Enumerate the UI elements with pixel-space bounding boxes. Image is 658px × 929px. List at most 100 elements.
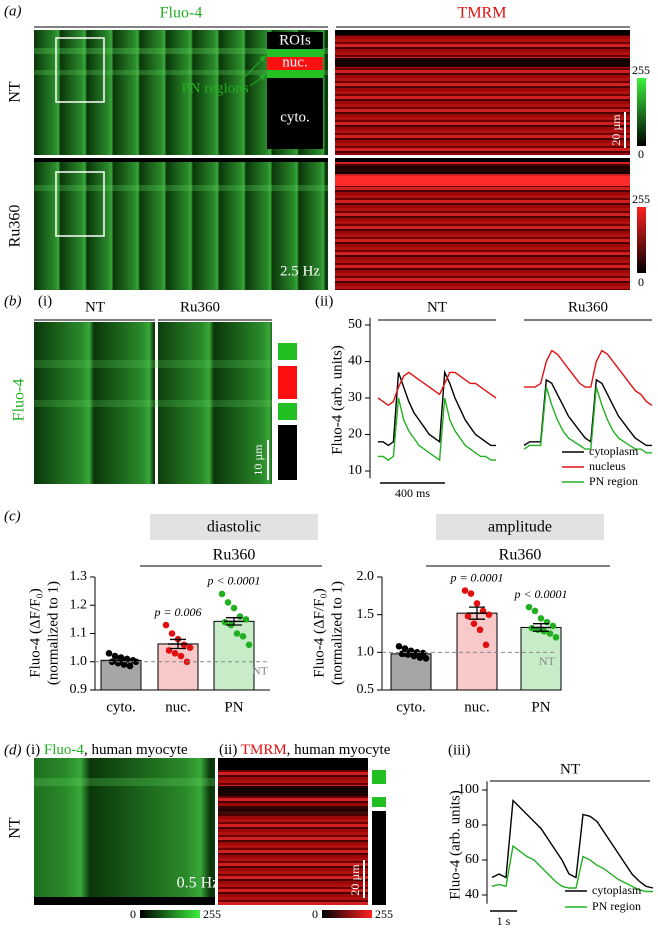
data-point [218,590,226,598]
x-tick-label: cyto. [396,699,426,715]
colorbar-max: 255 [375,907,393,921]
frequency: 2.5 Hz [280,263,320,279]
image-band [218,806,368,814]
data-point [552,633,560,641]
image-band [218,758,368,770]
sub-title: (i) Fluo-4, human myocyte [26,742,188,758]
y-axis-label: Fluo-4 (arb. units) [329,345,345,455]
y-tick-label: 80 [465,817,479,832]
roi-pn [278,343,297,360]
data-point [126,662,134,670]
colorbar [140,910,200,918]
separator [335,158,630,162]
data-point [168,630,176,637]
data-point [461,587,469,594]
data-point [549,622,557,630]
colorbar-min: 0 [638,275,644,289]
sub-label: (ii) [315,293,333,309]
data-point [395,643,403,650]
image-band [335,166,630,174]
data-point [528,624,536,632]
legend-label: PN region [592,899,641,913]
data-point [401,645,409,652]
image-band [34,778,215,786]
dye-label: TMRM [241,742,287,758]
chart-header: diastolic [207,519,261,536]
group-label: Ru360 [568,299,608,315]
data-point [543,618,551,626]
sub-label: (iii) [448,742,471,758]
x-tick-label: cyto. [106,699,136,715]
bar [213,620,255,691]
trace [491,798,654,889]
y-axis-label: Fluo-4 (ΔF/F₀) [27,588,43,677]
data-point [416,654,424,661]
sub-label: (i) [38,293,52,309]
legend-label: cytoplasm [592,883,642,897]
data-point [230,604,238,612]
y-axis-label: (normalized to 1) [45,581,61,685]
roi-title: ROIs [279,32,311,48]
data-point [531,607,539,615]
image-band [218,786,368,796]
data-point [221,618,229,626]
scale-label: 10 µm [251,444,265,476]
data-point [233,630,241,637]
image-band [34,360,272,368]
image-title: NT [85,299,105,315]
legend-label: cytoplasm [589,444,639,458]
sub-title: (ii) TMRM, human myocyte [219,742,391,758]
roi-pn [372,770,386,784]
roi-pn [267,49,323,57]
y-tick-label: 30 [348,390,362,405]
roi-label: PN regions [181,80,248,96]
data-point [180,641,188,649]
arrow [239,55,266,83]
data-point [186,644,194,651]
tmrm-image [218,758,368,905]
chart-header: amplitude [488,519,552,536]
tmrm-image [335,30,630,155]
sub-text: , human myocyte [84,742,188,758]
image-title: Ru360 [180,299,220,315]
trace [491,844,653,893]
data-point [470,620,478,628]
y-tick-label: 1.5 [357,607,375,622]
data-point [422,655,430,662]
data-point [236,613,244,620]
colorbar-min: 0 [130,907,136,921]
roi-label: nuc. [282,54,307,70]
image-band [34,400,272,407]
legend-label: PN region [589,474,638,488]
dye-label: Fluo-4 [11,379,28,422]
image-band [34,70,328,75]
bar [456,612,498,691]
p-value: p = 0.0001 [449,570,503,584]
time-scale-label: 1 s [497,914,511,928]
y-tick-label: 1.1 [70,626,88,641]
y-tick-label: 1.0 [70,654,88,669]
fluo-image [158,322,272,484]
chart-title: NT [560,761,580,777]
colorbar-min: 0 [638,147,644,161]
column-title: TMRM [458,5,507,22]
roi-box [55,171,105,237]
trace [524,349,653,406]
p-value: p < 0.0001 [513,587,567,601]
scale-label: 20 µm [609,114,623,146]
data-point [482,641,490,649]
reference-label: NT [539,654,556,668]
colorbar-max: 255 [203,907,221,921]
row-label: NT [7,817,24,839]
roi-cyto [372,811,386,905]
y-tick-label: 40 [465,887,479,902]
colorbar [637,207,646,273]
p-value: p < 0.0001 [206,574,260,588]
image-band [34,897,215,905]
data-point [105,649,113,657]
data-point [171,649,179,657]
data-point [467,590,475,597]
image-band [335,58,630,67]
